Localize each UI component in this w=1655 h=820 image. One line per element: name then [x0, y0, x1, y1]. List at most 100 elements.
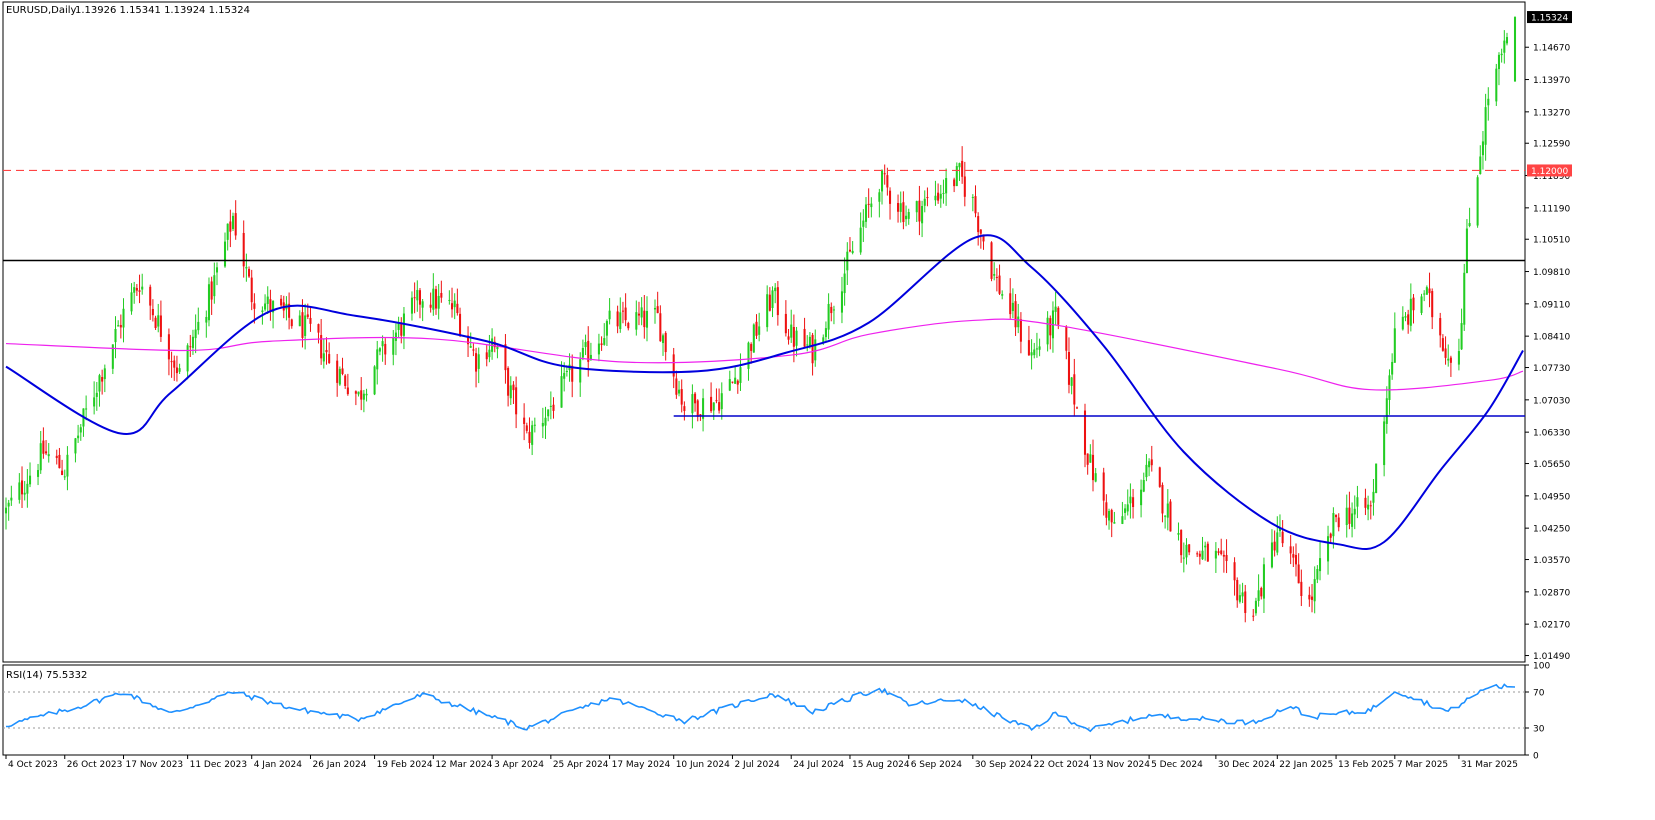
- candle-body: [191, 336, 194, 348]
- candle-body: [304, 315, 307, 336]
- candle-body: [346, 387, 349, 395]
- candle-body: [45, 451, 48, 454]
- candle: [656, 291, 659, 314]
- candle: [205, 310, 208, 338]
- candle: [1401, 306, 1404, 331]
- candle-body: [485, 352, 488, 360]
- candle-body: [1222, 554, 1225, 557]
- candle: [945, 168, 948, 206]
- candle: [1351, 502, 1354, 538]
- candle-body: [39, 443, 42, 471]
- candle: [10, 485, 13, 506]
- candle: [429, 292, 432, 313]
- candle-body: [1505, 37, 1509, 44]
- candle: [1049, 315, 1052, 350]
- candle: [1468, 207, 1471, 228]
- candle: [397, 316, 400, 338]
- candle-body: [493, 341, 496, 348]
- candle-body: [1196, 553, 1199, 555]
- candle: [272, 300, 275, 329]
- candle-body: [154, 317, 157, 328]
- candle-body: [600, 343, 603, 346]
- candle-body: [808, 336, 811, 346]
- candle: [413, 282, 416, 314]
- candle: [509, 376, 512, 405]
- candle-body: [696, 400, 699, 417]
- candle: [1270, 529, 1273, 569]
- candle: [832, 305, 835, 325]
- candle-body: [758, 326, 761, 335]
- candle: [605, 319, 608, 346]
- candle: [1222, 550, 1225, 573]
- candle-body: [718, 402, 721, 411]
- candle: [1067, 337, 1071, 394]
- candle: [338, 366, 341, 386]
- candle: [453, 293, 456, 320]
- candle-body: [1220, 550, 1223, 555]
- candle-body: [806, 344, 809, 346]
- candle: [795, 326, 798, 357]
- candle-body: [23, 492, 26, 495]
- candle-body: [616, 311, 619, 327]
- candle: [1030, 339, 1033, 370]
- candle-body: [656, 306, 659, 314]
- candle: [995, 268, 998, 292]
- candle-body: [175, 367, 178, 374]
- candle: [1431, 288, 1434, 330]
- rsi-label: RSI(14) 75.5332: [6, 670, 87, 681]
- candle: [1439, 312, 1442, 348]
- candle: [830, 302, 833, 322]
- candle: [776, 281, 779, 326]
- candle-body: [1310, 596, 1314, 600]
- candle: [934, 180, 937, 206]
- last-price-badge: [1527, 11, 1572, 24]
- candle-body: [675, 378, 678, 395]
- candle: [234, 200, 237, 240]
- candle-body: [1027, 340, 1030, 356]
- candle-body: [958, 163, 961, 168]
- candle-body: [776, 287, 779, 316]
- price-axis-label: 1.13270: [1533, 108, 1570, 118]
- candle: [1449, 355, 1452, 377]
- candle-body: [229, 221, 232, 232]
- candle-body: [1383, 421, 1386, 466]
- candle: [1257, 574, 1260, 607]
- price-axis-label: 1.07730: [1533, 364, 1570, 374]
- candle: [955, 162, 958, 187]
- candle: [1164, 515, 1167, 529]
- candle-body: [541, 422, 544, 427]
- candle: [699, 413, 702, 421]
- candle: [1148, 458, 1151, 477]
- candle: [1188, 544, 1191, 556]
- candle: [373, 365, 376, 396]
- candle-body: [103, 368, 106, 380]
- candle-body: [373, 366, 376, 395]
- time-axis-label: 2 Jul 2024: [734, 760, 779, 770]
- candle: [4, 497, 8, 530]
- candle-body: [101, 377, 104, 382]
- candle: [1297, 553, 1300, 584]
- candle-body: [117, 325, 120, 327]
- candle-body: [525, 425, 528, 431]
- time-axis-label: 13 Nov 2024: [1092, 760, 1150, 770]
- candle: [1027, 325, 1030, 356]
- candle: [1308, 586, 1311, 607]
- candle: [1011, 288, 1014, 319]
- candle: [101, 369, 104, 395]
- candle-body: [1465, 228, 1468, 274]
- candle: [328, 342, 331, 364]
- candle: [130, 283, 133, 315]
- candle-body: [320, 335, 323, 359]
- candle: [923, 190, 926, 213]
- candle-body: [63, 476, 66, 478]
- candle-body: [496, 346, 499, 350]
- candle: [1054, 291, 1057, 326]
- candle: [29, 462, 32, 488]
- candle: [1196, 551, 1199, 558]
- candle-body: [266, 296, 269, 304]
- candle: [675, 370, 678, 399]
- candle-body: [1180, 529, 1183, 556]
- candle-body: [194, 329, 197, 339]
